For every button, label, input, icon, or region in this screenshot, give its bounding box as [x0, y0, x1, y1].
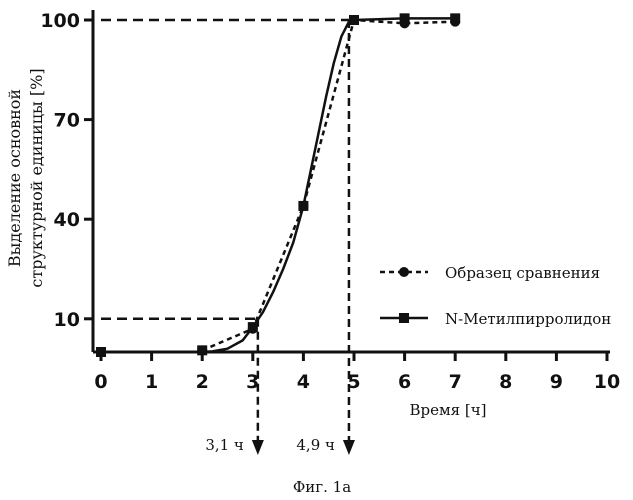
series-lines [101, 18, 455, 352]
series-nmp-point [248, 322, 258, 332]
x-tick-label: 6 [398, 371, 411, 393]
annotation-label: 4,9 ч [296, 436, 335, 454]
y-tick-label: 40 [54, 209, 80, 231]
x-tick-label: 2 [196, 371, 209, 393]
annotation-label: 3,1 ч [205, 436, 244, 454]
y-ticks: 10 40 70 100 [40, 10, 93, 331]
annotation-guides [101, 20, 349, 440]
annotation-arrowhead [343, 440, 355, 455]
series-nmp-point [349, 15, 359, 25]
series-nmp-line [101, 18, 455, 352]
series-nmp-point [400, 13, 410, 23]
legend-ref-marker [399, 267, 409, 277]
legend: Образец сравнения N-Метилпирролидон [380, 264, 611, 328]
legend-nmp-label: N-Метилпирролидон [445, 310, 611, 328]
figure-caption: Фиг. 1а [293, 478, 351, 496]
x-tick-label: 4 [297, 371, 310, 393]
y-axis-label-line1: Выделение основной [5, 89, 24, 267]
x-tick-label: 0 [94, 371, 107, 393]
legend-ref-label: Образец сравнения [445, 264, 600, 282]
series-nmp-point [298, 201, 308, 211]
y-tick-label: 100 [40, 10, 80, 32]
x-tick-label: 10 [594, 371, 620, 393]
legend-nmp-marker [399, 313, 409, 323]
x-tick-label: 5 [347, 371, 360, 393]
y-tick-label: 70 [54, 110, 80, 132]
x-tick-label: 9 [550, 371, 563, 393]
series-reference-line [202, 20, 455, 350]
x-tick-label: 7 [449, 371, 462, 393]
annotations: 3,1 ч 4,9 ч [205, 436, 355, 455]
series-nmp-point [450, 13, 460, 23]
y-tick-label: 10 [54, 309, 80, 331]
chart: 10 40 70 100 0 1 2 3 4 5 6 7 8 9 10 Выделение основно… [0, 0, 633, 500]
y-axis-label-line2: структурной единицы [%] [27, 68, 46, 287]
x-tick-label: 3 [246, 371, 259, 393]
x-axis-label: Время [ч] [409, 401, 486, 419]
x-tick-label: 8 [499, 371, 512, 393]
series-markers [96, 13, 460, 357]
x-tick-label: 1 [145, 371, 158, 393]
annotation-arrowhead [252, 440, 264, 455]
x-ticks: 0 1 2 3 4 5 6 7 8 9 10 [94, 352, 620, 393]
